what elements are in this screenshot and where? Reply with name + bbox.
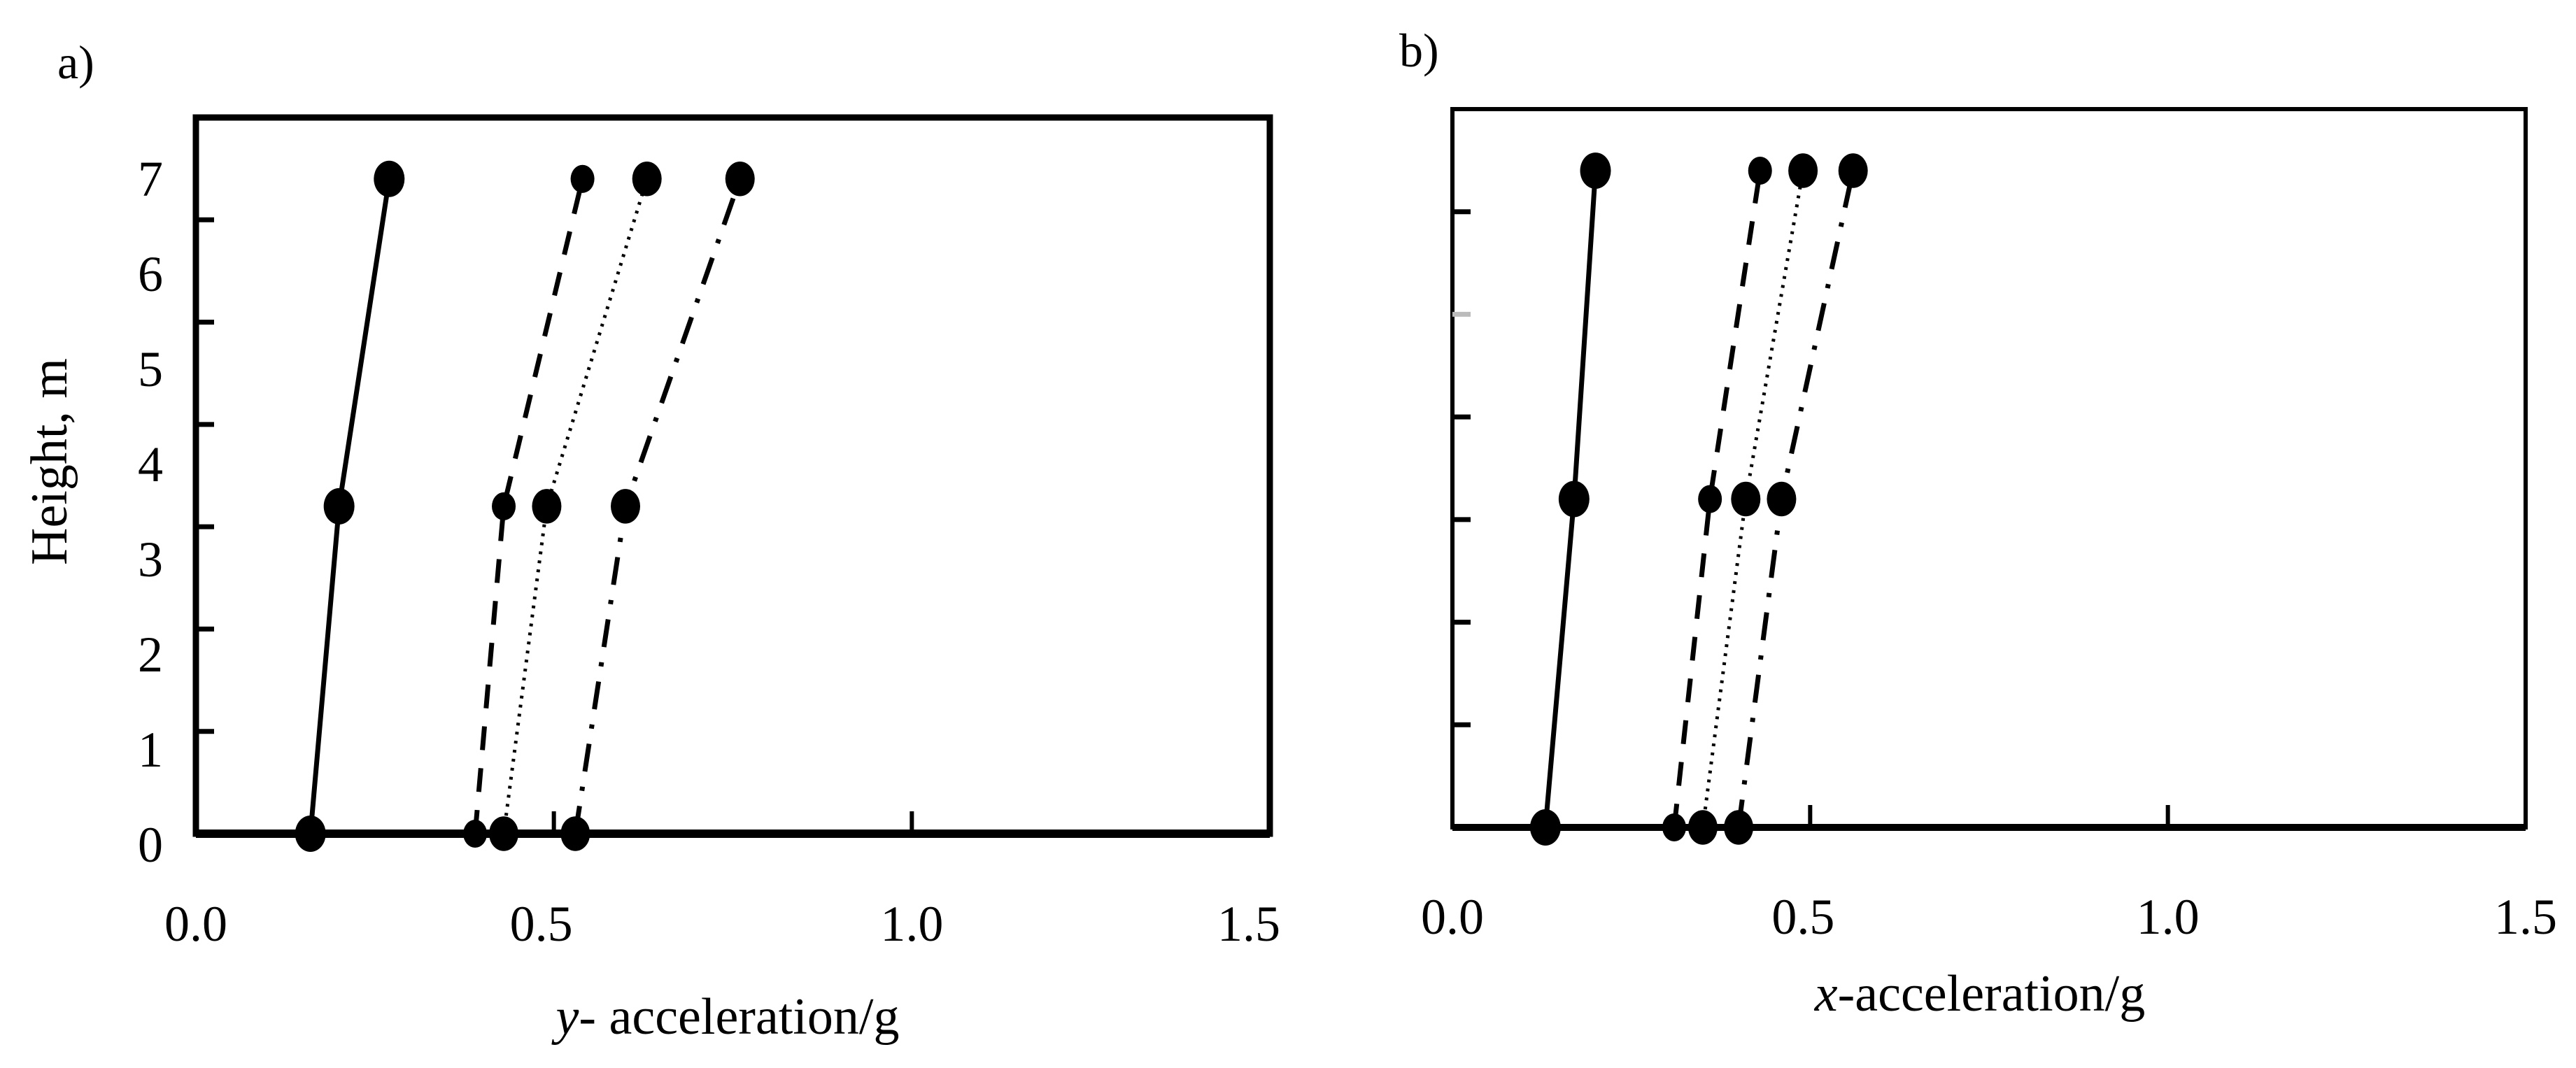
data-point-marker	[611, 489, 640, 524]
series-line-dotted	[502, 178, 649, 834]
y-tick-label: 0	[138, 817, 163, 873]
panel-a-x-axis-title: y- acceleration/g	[551, 988, 900, 1046]
data-point-marker	[323, 487, 355, 525]
x-tick-label: 1.5	[2494, 889, 2557, 945]
panel-a-chart: a) 0.0 0.5 1.0 1.5 0 1 2 3 4 5 6 7 Height, m y- acc…	[21, 36, 1280, 1046]
data-point-marker	[492, 492, 516, 520]
x-tick-label: 0.5	[510, 896, 573, 952]
panel-a-x-axis-variable: y	[551, 988, 579, 1046]
panel-a-letter: a)	[57, 36, 94, 89]
panel-a-axes: 0.0 0.5 1.0 1.5 0 1 2 3 4 5 6 7	[138, 114, 1280, 952]
x-tick-label: 1.5	[1217, 896, 1280, 952]
x-tick-label: 0.0	[1421, 889, 1484, 945]
data-point-marker	[725, 161, 755, 197]
panel-b-letter: b)	[1399, 24, 1439, 77]
data-point-marker	[1788, 153, 1818, 188]
panel-b-x-axis-variable: x	[1814, 965, 1838, 1023]
data-point-marker	[374, 160, 405, 197]
data-point-marker	[632, 161, 662, 197]
y-tick-label: 7	[138, 151, 163, 207]
plot-frame	[192, 114, 1273, 837]
series-line-dash-dot	[572, 178, 743, 834]
panel-b-x-axis-title-rest: -acceleration/g	[1838, 965, 2146, 1023]
panel-a-plot-area	[295, 160, 755, 852]
y-tick-label: 2	[138, 627, 163, 683]
x-tick-label: 1.0	[880, 896, 943, 952]
data-point-marker	[570, 164, 595, 193]
x-tick-label: 0.5	[1771, 889, 1834, 945]
y-tick-label: 3	[138, 532, 163, 588]
panel-a-x-axis-title-rest: - acceleration/g	[579, 988, 899, 1046]
data-point-marker	[1558, 480, 1590, 518]
data-point-marker	[1838, 153, 1868, 188]
data-point-marker	[1767, 481, 1797, 517]
x-tick-label: 0.0	[164, 896, 227, 952]
data-point-marker	[1698, 485, 1722, 513]
plot-frame	[1450, 107, 2528, 830]
y-tick-label: 4	[138, 436, 163, 492]
panel-b-axes: 0.0 0.5 1.0 1.5	[1421, 107, 2557, 945]
series-line-dotted	[1701, 170, 1805, 828]
data-point-marker	[1731, 481, 1761, 517]
y-tick-label: 5	[138, 341, 163, 397]
y-tick-label: 6	[138, 246, 163, 302]
panel-b-x-axis-title: x-acceleration/g	[1814, 965, 2145, 1023]
data-point-marker	[532, 489, 562, 524]
panel-b-plot-area	[1529, 152, 1868, 846]
data-point-marker	[1580, 152, 1611, 189]
series-line-dashed	[1671, 170, 1763, 828]
panel-a-y-axis-title: Height, m	[21, 358, 78, 565]
data-point-marker	[1748, 156, 1772, 185]
panel-b-chart: b) 0.0 0.5 1.0 1.5 x-acceleration/g	[1399, 24, 2557, 1023]
y-tick-label: 1	[138, 722, 163, 778]
x-tick-label: 1.0	[2137, 889, 2200, 945]
series-line-dashed	[472, 178, 586, 834]
